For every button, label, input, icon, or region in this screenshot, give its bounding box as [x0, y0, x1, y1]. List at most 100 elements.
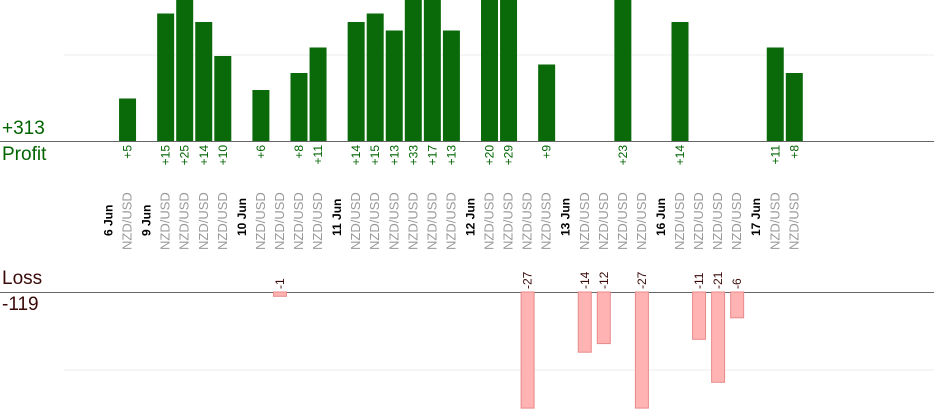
- pair-label: NZD/USD: [253, 192, 268, 250]
- profit-label: Profit: [2, 144, 47, 165]
- profit-bar: [481, 0, 498, 141]
- profit-value-label: +29: [502, 145, 516, 166]
- date-label: 11 Jun: [330, 199, 344, 236]
- pair-label: NZD/USD: [443, 192, 458, 250]
- pair-label: NZD/USD: [539, 192, 554, 250]
- pair-label: NZD/USD: [196, 192, 211, 250]
- profit-bar: [157, 13, 175, 141]
- profit-total: +313: [2, 118, 45, 139]
- pair-label: NZD/USD: [405, 192, 420, 250]
- profit-value-label: +17: [425, 145, 439, 166]
- profit-bar: [442, 30, 460, 141]
- profit-value-label: +25: [178, 145, 192, 166]
- loss-value-label: -12: [597, 271, 611, 289]
- pair-label: NZD/USD: [291, 192, 306, 250]
- loss-value-label: -6: [730, 278, 744, 289]
- pair-label: NZD/USD: [501, 192, 516, 250]
- pair-label: NZD/USD: [482, 192, 497, 250]
- profit-bar: [195, 22, 213, 141]
- profit-bar: [500, 0, 518, 141]
- loss-label: Loss: [2, 268, 43, 289]
- pair-label: NZD/USD: [634, 192, 649, 250]
- profit-bar: [538, 64, 556, 141]
- pair-label: NZD/USD: [672, 192, 687, 250]
- profit-bar: [385, 30, 403, 141]
- pair-label: NZD/USD: [120, 192, 135, 250]
- loss-value-label: -1: [273, 278, 287, 289]
- profit-bar: [404, 0, 422, 141]
- profit-value-label: +6: [254, 145, 268, 159]
- profit-bar: [671, 22, 689, 141]
- profit-value-label: +14: [349, 145, 363, 166]
- profit-value-label: +15: [159, 145, 173, 166]
- pair-label: NZD/USD: [177, 192, 192, 250]
- pair-label: NZD/USD: [215, 192, 230, 250]
- pair-label: NZD/USD: [767, 192, 782, 250]
- pair-label: NZD/USD: [424, 192, 439, 250]
- pair-label: NZD/USD: [520, 192, 535, 250]
- pair-label: NZD/USD: [386, 192, 401, 250]
- profit-value-label: +14: [673, 145, 687, 166]
- profit-bar: [176, 0, 194, 141]
- date-label: 16 Jun: [654, 198, 668, 236]
- loss-value-label: -27: [521, 271, 535, 289]
- loss-bar: [634, 291, 649, 409]
- profit-value-label: +13: [387, 145, 401, 166]
- profit-value-label: +9: [540, 145, 554, 159]
- pair-label: NZD/USD: [158, 192, 173, 250]
- profit-bar: [366, 13, 384, 141]
- pair-label: NZD/USD: [577, 192, 592, 250]
- pair-label: NZD/USD: [596, 192, 611, 250]
- pair-label: NZD/USD: [615, 192, 630, 250]
- date-label: 13 Jun: [559, 198, 573, 236]
- profit-value-label: +10: [216, 145, 230, 166]
- loss-value-label: -11: [692, 272, 706, 289]
- loss-bar: [711, 291, 726, 383]
- date-label: 9 Jun: [140, 205, 154, 236]
- pair-label: NZD/USD: [691, 192, 706, 250]
- pair-label: NZD/USD: [310, 192, 325, 250]
- loss-bar: [730, 291, 745, 319]
- date-label: 10 Jun: [235, 198, 249, 236]
- pair-label: NZD/USD: [729, 192, 744, 250]
- loss-value-label: -14: [578, 271, 592, 289]
- loss-bar: [596, 291, 611, 345]
- profit-value-label: +13: [444, 145, 458, 166]
- date-label: 6 Jun: [102, 205, 116, 236]
- profit-value-label: +11: [768, 145, 782, 165]
- loss-total: -119: [2, 294, 39, 315]
- profit-bar: [347, 22, 365, 141]
- loss-bar: [577, 291, 592, 353]
- profit-value-label: +14: [197, 145, 211, 166]
- profit-bar: [614, 0, 632, 141]
- profit-value-label: +8: [787, 145, 801, 159]
- profit-value-label: +8: [292, 145, 306, 159]
- profit-bar: [119, 98, 137, 141]
- pair-label: NZD/USD: [786, 192, 801, 250]
- loss-value-label: -27: [635, 271, 649, 289]
- profit-bar: [252, 90, 270, 141]
- profit-value-label: +33: [406, 145, 420, 166]
- loss-bar: [520, 291, 535, 409]
- profit-value-label: +11: [311, 145, 325, 165]
- date-label: 12 Jun: [463, 198, 477, 236]
- profit-bar: [423, 0, 441, 141]
- loss-bar: [692, 291, 707, 340]
- profit-bar: [290, 73, 308, 141]
- profit-bar: [785, 73, 803, 141]
- profit-value-label: +23: [616, 145, 630, 166]
- pair-label: NZD/USD: [272, 192, 287, 250]
- profit-value-label: +5: [121, 145, 135, 159]
- date-label: 17 Jun: [749, 198, 763, 236]
- profit-value-label: +15: [368, 145, 382, 166]
- loss-bar: [272, 291, 287, 297]
- pair-label: NZD/USD: [710, 192, 725, 250]
- loss-value-label: -21: [711, 271, 725, 289]
- pair-label: NZD/USD: [367, 192, 382, 250]
- profit-bar: [214, 56, 232, 141]
- profit-bar: [766, 47, 784, 141]
- profit-value-label: +20: [483, 145, 497, 166]
- profit-bar: [309, 47, 327, 141]
- pair-label: NZD/USD: [348, 192, 363, 250]
